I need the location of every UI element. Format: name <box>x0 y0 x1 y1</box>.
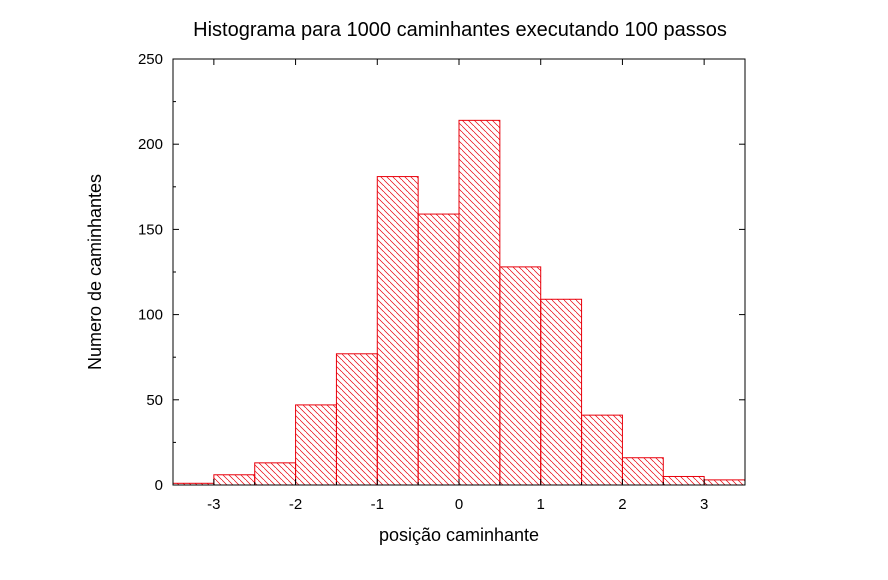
histogram-bar <box>458 119 501 486</box>
histogram-bar <box>540 298 583 486</box>
histogram-bars <box>172 119 746 486</box>
histogram-bar <box>254 462 297 486</box>
y-tick-label: 50 <box>146 392 163 409</box>
y-tick-label: 0 <box>155 477 163 494</box>
y-axis-ticks: 0 50 100 150 200 250 <box>138 51 745 494</box>
histogram-bar <box>499 266 542 486</box>
x-tick-label: 0 <box>455 496 463 513</box>
x-tick-label: 3 <box>700 496 708 513</box>
histogram-bar <box>376 176 419 486</box>
histogram-bar <box>581 414 623 486</box>
x-tick-label: 2 <box>618 496 626 513</box>
x-tick-label: -2 <box>289 496 302 513</box>
x-tick-label: -3 <box>207 496 220 513</box>
chart-title: Histograma para 1000 caminhantes executa… <box>193 19 727 41</box>
histogram-bar <box>703 479 746 486</box>
x-axis-ticks: -3 -2 -1 0 1 2 3 <box>172 59 746 513</box>
y-axis-label: Numero de caminhantes <box>85 174 105 370</box>
histogram-bar <box>662 475 705 486</box>
x-tick-label: -1 <box>371 496 384 513</box>
histogram-bar <box>295 404 337 486</box>
histogram-bar <box>335 353 378 486</box>
y-tick-label: 250 <box>138 51 163 68</box>
histogram-bar <box>213 474 256 486</box>
y-tick-label: 200 <box>138 136 163 153</box>
x-axis-label: posição caminhante <box>379 525 539 545</box>
histogram-bar <box>417 213 460 486</box>
y-tick-label: 150 <box>138 221 163 238</box>
histogram-bar <box>621 457 664 486</box>
x-tick-label: 1 <box>537 496 545 513</box>
y-tick-label: 100 <box>138 307 163 324</box>
